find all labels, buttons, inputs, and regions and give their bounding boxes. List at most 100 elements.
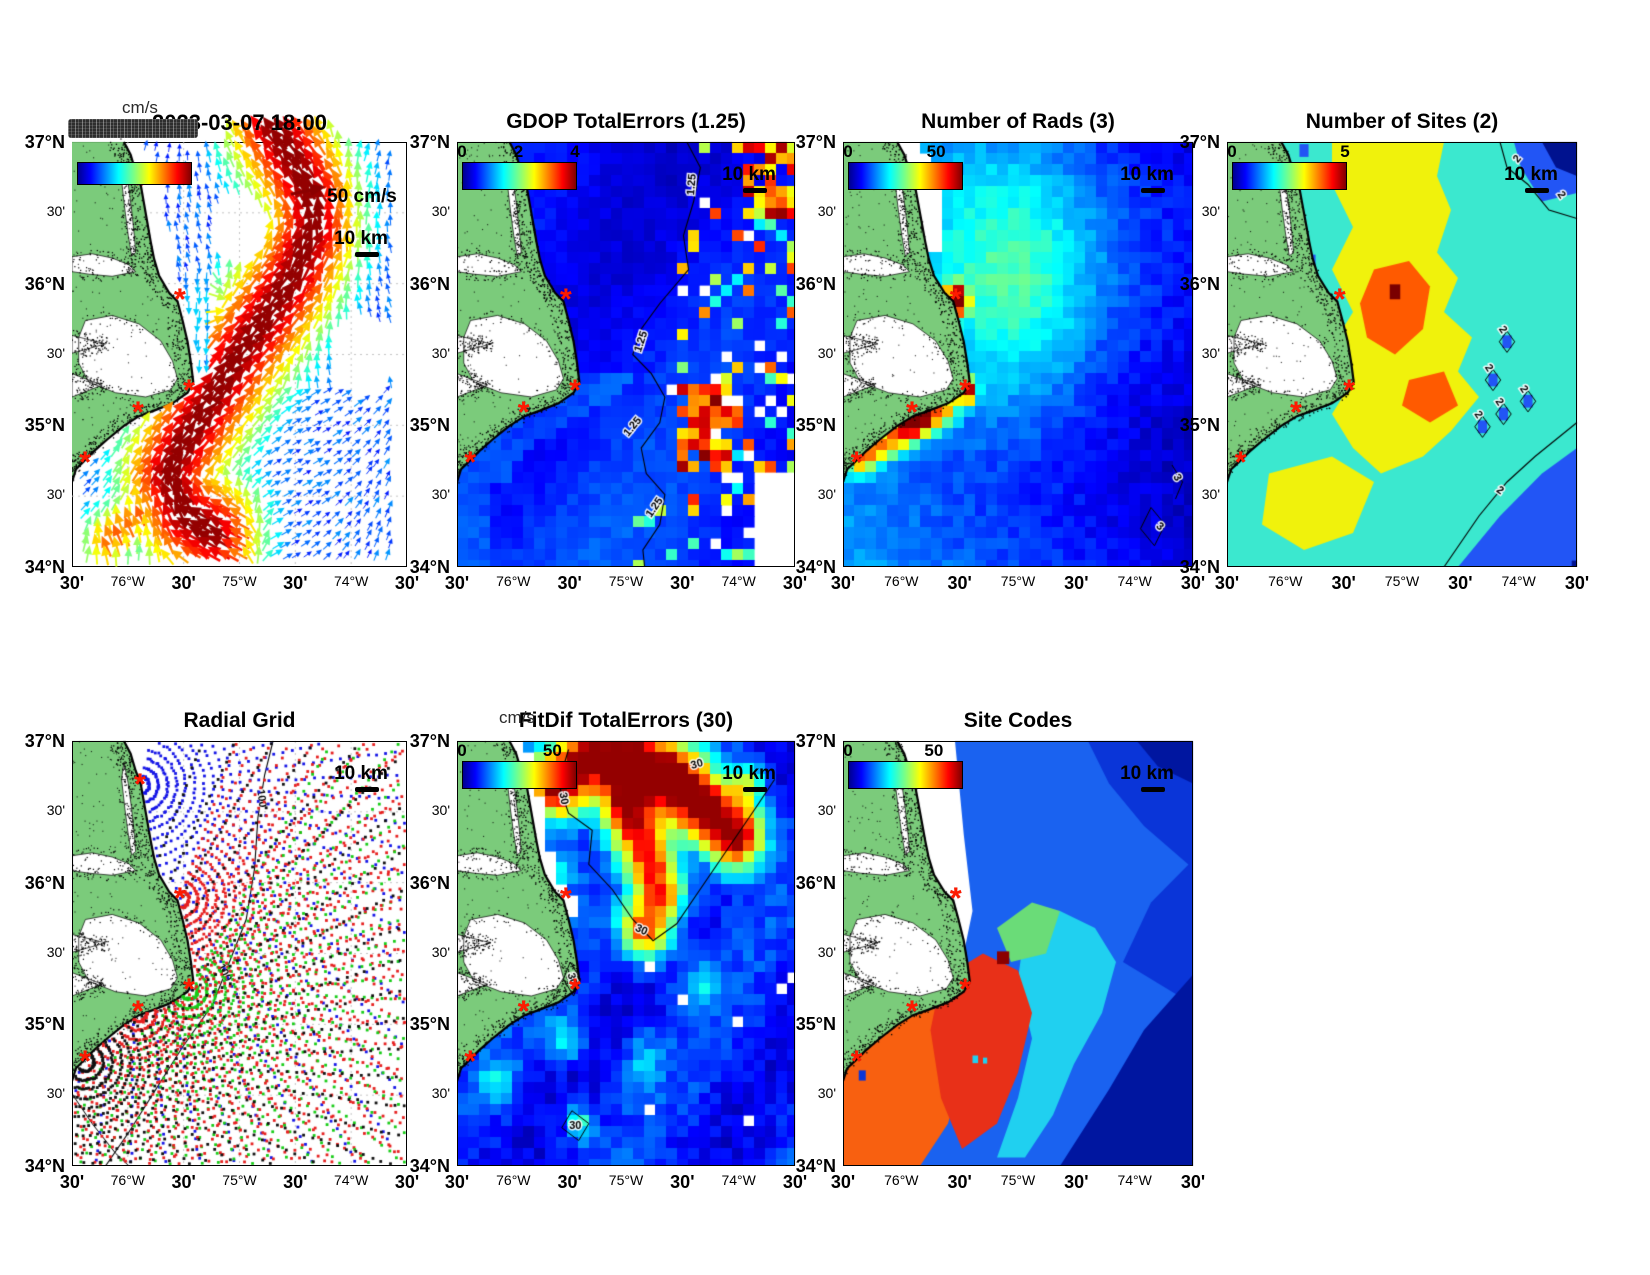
lon-tick-label: 30' bbox=[283, 573, 308, 593]
lat-tick-label: 35°N bbox=[795, 1014, 836, 1035]
map-scale-label: 10 km bbox=[1120, 763, 1174, 784]
colorbar bbox=[462, 162, 577, 190]
lon-tick-label: 30' bbox=[557, 573, 582, 593]
colorbar-tick-label: 50 bbox=[542, 741, 562, 760]
lat-tick-label: 34°N bbox=[409, 1156, 450, 1176]
lon-tick-label: 30' bbox=[782, 1172, 808, 1192]
lat-tick-label: 30' bbox=[817, 486, 836, 503]
lon-tick-label: 30' bbox=[444, 1172, 470, 1192]
lat-tick-label: 34°N bbox=[24, 1156, 65, 1176]
lon-tick-label: 30' bbox=[1448, 573, 1473, 593]
panel-title: Number of Sites (2) bbox=[1305, 110, 1499, 133]
illegible-overlapping-site-labels bbox=[68, 119, 198, 138]
colorbar bbox=[848, 761, 963, 789]
lon-tick-label: 30' bbox=[947, 1172, 972, 1192]
lon-tick-label: 30' bbox=[557, 1172, 582, 1192]
lon-tick-label: 30' bbox=[171, 573, 196, 593]
colorbar-tick-label: 0 bbox=[843, 741, 853, 760]
lat-tick-label: 37°N bbox=[795, 731, 836, 751]
lon-tick-label: 30' bbox=[670, 1172, 695, 1192]
lat-tick-label: 30' bbox=[817, 344, 836, 361]
lon-tick-label: 30' bbox=[1180, 1172, 1206, 1192]
lat-tick-label: 37°N bbox=[1179, 132, 1220, 152]
colorbar-units-label: cm/s bbox=[122, 98, 158, 117]
lat-tick-label: 35°N bbox=[24, 415, 65, 436]
lon-tick-label: 76°W bbox=[884, 1172, 919, 1188]
lat-tick-label: 36°N bbox=[24, 273, 65, 294]
lat-tick-label: 30' bbox=[431, 1085, 450, 1102]
panel-title: Number of Rads (3) bbox=[921, 110, 1115, 133]
map-scale-label: 10 km bbox=[1120, 164, 1174, 185]
lat-tick-label: 36°N bbox=[795, 273, 836, 294]
lon-tick-label: 30' bbox=[1214, 573, 1240, 593]
colorbar-tick-label: 4 bbox=[570, 142, 580, 161]
panel-title: FitDif TotalErrors (30) bbox=[518, 709, 734, 732]
lat-tick-label: 30' bbox=[1201, 344, 1220, 361]
colorbar bbox=[1232, 162, 1347, 190]
lat-tick-label: 37°N bbox=[409, 731, 450, 751]
lon-tick-label: 30' bbox=[394, 1172, 420, 1192]
lon-tick-label: 76°W bbox=[496, 1172, 531, 1188]
map-scale-bar bbox=[1141, 188, 1165, 193]
map-scale-bar bbox=[1525, 188, 1549, 193]
colorbar-tick-label: 0 bbox=[457, 142, 467, 161]
lat-tick-label: 30' bbox=[46, 1085, 65, 1102]
lat-tick-label: 30' bbox=[817, 1085, 836, 1102]
lat-tick-label: 30' bbox=[46, 344, 65, 361]
colorbar-tick-label: 2 bbox=[513, 142, 524, 161]
lon-tick-label: 30' bbox=[670, 573, 695, 593]
lat-tick-label: 35°N bbox=[409, 415, 450, 436]
lat-tick-label: 35°N bbox=[1179, 415, 1220, 436]
lon-tick-label: 30' bbox=[1064, 1172, 1089, 1192]
lon-tick-label: 30' bbox=[59, 573, 85, 593]
lon-tick-label: 75°W bbox=[1000, 1172, 1036, 1188]
colorbar bbox=[77, 162, 192, 185]
colorbar-tick-label: 50 bbox=[924, 741, 944, 760]
lon-tick-label: 30' bbox=[947, 573, 972, 593]
lat-tick-label: 34°N bbox=[795, 1156, 836, 1176]
panel-title: GDOP TotalErrors (1.25) bbox=[506, 110, 746, 133]
lon-tick-label: 30' bbox=[782, 573, 808, 593]
lon-tick-label: 74°W bbox=[333, 1172, 369, 1188]
lat-tick-label: 30' bbox=[46, 202, 65, 219]
lat-tick-label: 34°N bbox=[795, 557, 836, 577]
lat-tick-label: 30' bbox=[46, 486, 65, 503]
lon-tick-label: 75°W bbox=[222, 1172, 257, 1188]
lat-tick-label: 30' bbox=[431, 344, 450, 361]
lon-tick-label: 30' bbox=[444, 573, 470, 593]
map-scale-label: 10 km bbox=[722, 763, 776, 784]
panel-title: Site Codes bbox=[963, 709, 1073, 732]
lat-tick-label: 35°N bbox=[24, 1014, 65, 1035]
lat-tick-label: 37°N bbox=[409, 132, 450, 152]
lat-tick-label: 30' bbox=[431, 202, 450, 219]
lat-tick-label: 30' bbox=[1201, 486, 1220, 503]
lat-tick-label: 30' bbox=[1201, 202, 1220, 219]
lon-tick-label: 30' bbox=[59, 1172, 85, 1192]
lon-tick-label: 74°W bbox=[1117, 1172, 1152, 1188]
lon-tick-label: 30' bbox=[283, 1172, 308, 1192]
lon-tick-label: 30' bbox=[1180, 573, 1206, 593]
lon-tick-label: 30' bbox=[1064, 573, 1089, 593]
lat-tick-label: 35°N bbox=[409, 1014, 450, 1035]
lon-tick-label: 76°W bbox=[110, 1172, 146, 1188]
lon-tick-label: 74°W bbox=[1117, 573, 1152, 589]
lat-tick-label: 36°N bbox=[409, 872, 450, 893]
lat-tick-label: 30' bbox=[817, 202, 836, 219]
map-scale-bar bbox=[355, 787, 379, 792]
lon-tick-label: 76°W bbox=[1268, 573, 1303, 589]
lat-tick-label: 36°N bbox=[409, 273, 450, 294]
lon-tick-label: 30' bbox=[394, 573, 420, 593]
lat-tick-label: 35°N bbox=[795, 415, 836, 436]
lat-tick-label: 30' bbox=[431, 943, 450, 960]
lon-tick-label: 74°W bbox=[1501, 573, 1536, 589]
map-canvas-radialgrid bbox=[72, 711, 417, 1166]
colorbar-units-label: cm/s bbox=[499, 708, 535, 727]
lat-tick-label: 30' bbox=[817, 943, 836, 960]
map-scale-label: 10 km bbox=[334, 763, 388, 784]
map-scale-label: 10 km bbox=[1504, 164, 1558, 185]
